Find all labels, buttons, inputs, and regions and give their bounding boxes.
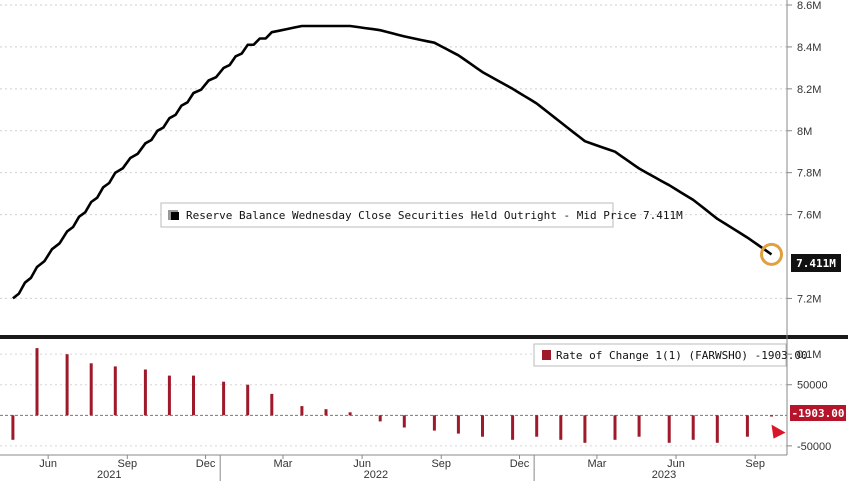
x-month-ticks: Jun Sep Dec Mar Jun Sep Dec Mar Jun Sep bbox=[39, 455, 765, 470]
lower-legend-box bbox=[533, 343, 787, 367]
rate-bar bbox=[65, 354, 69, 416]
upper-tick-label: 7.8M bbox=[797, 168, 821, 180]
x-month-label: Jun bbox=[353, 458, 371, 470]
x-axis: Jun Sep Dec Mar Jun Sep Dec Mar Jun Sep 2021 2022 2… bbox=[0, 454, 787, 481]
rate-bar bbox=[770, 415, 773, 417]
rate-bar bbox=[246, 384, 250, 416]
upper-tick-label: 8.4M bbox=[797, 42, 821, 54]
upper-tick-label: 8.6M bbox=[797, 0, 821, 12]
rate-bar bbox=[535, 415, 539, 437]
upper-panel: 8.6M 8.4M 8.2M 8M 7.8M 7.6M 7.2M 7.411M Reserv… bbox=[0, 0, 841, 305]
lower-tick-label: 50000 bbox=[797, 380, 828, 392]
x-year-label: 2022 bbox=[364, 469, 388, 481]
rate-bar bbox=[378, 415, 382, 422]
rate-of-change-bars bbox=[11, 348, 773, 443]
lower-y-axis: 0.1M 50000 -50000 bbox=[787, 349, 831, 453]
rate-bar bbox=[511, 415, 515, 440]
rate-bar bbox=[456, 415, 460, 434]
upper-last-value-badge: 7.411M bbox=[791, 254, 841, 272]
upper-tick-label: 7.2M bbox=[797, 293, 821, 305]
rate-bar bbox=[637, 415, 641, 437]
x-month-label: Dec bbox=[510, 458, 530, 470]
lower-legend-swatch bbox=[542, 350, 551, 360]
upper-y-axis: 8.6M 8.4M 8.2M 8M 7.8M 7.6M 7.2M bbox=[787, 0, 821, 305]
upper-legend-swatch bbox=[171, 212, 179, 220]
rate-bar bbox=[348, 412, 352, 416]
rate-bar bbox=[745, 415, 749, 437]
rate-bar bbox=[613, 415, 617, 440]
upper-badge-text: 7.411M bbox=[796, 257, 836, 270]
securities-held-line bbox=[12, 24, 773, 300]
upper-legend: Reserve Balance Wednesday Close Securiti… bbox=[160, 202, 683, 228]
upper-legend-box bbox=[160, 202, 614, 228]
rate-bar bbox=[89, 363, 93, 416]
lower-badge-text: -1903.00 bbox=[792, 407, 845, 420]
x-month-label: Jun bbox=[39, 458, 57, 470]
lower-tick-label: -50000 bbox=[797, 441, 831, 453]
x-month-label: Sep bbox=[118, 458, 138, 470]
upper-legend-label: Reserve Balance Wednesday Close Securiti… bbox=[186, 209, 683, 222]
upper-badge-bg bbox=[791, 254, 841, 272]
rate-bar bbox=[300, 406, 304, 416]
x-year-label: 2023 bbox=[652, 469, 676, 481]
rate-bar bbox=[222, 381, 226, 416]
lower-last-value-badge: -1903.00 bbox=[790, 405, 846, 421]
rate-bar bbox=[432, 415, 436, 431]
rate-bar bbox=[324, 409, 328, 416]
last-value-arrow bbox=[771, 424, 786, 439]
x-month-label: Dec bbox=[196, 458, 216, 470]
x-year-label: 2021 bbox=[97, 469, 121, 481]
rate-bar bbox=[715, 415, 719, 443]
upper-tick-label: 8.2M bbox=[797, 84, 821, 96]
lower-legend: Rate of Change 1(1) (FARWSHO) -1903.00 bbox=[533, 343, 808, 367]
lower-legend-label: Rate of Change 1(1) (FARWSHO) -1903.00 bbox=[556, 349, 808, 362]
upper-tick-label: 7.6M bbox=[797, 210, 821, 222]
rate-bar bbox=[402, 415, 406, 428]
rate-bar bbox=[481, 415, 484, 437]
x-month-label: Jun bbox=[667, 458, 685, 470]
rate-bar bbox=[583, 415, 587, 443]
rate-bar bbox=[143, 369, 147, 416]
lower-tick-label: 0.1M bbox=[797, 349, 821, 361]
last-value-marker bbox=[760, 242, 784, 266]
rate-bar bbox=[11, 415, 15, 440]
rate-bar bbox=[270, 393, 274, 416]
panel-divider bbox=[0, 335, 848, 339]
rate-bar bbox=[113, 366, 117, 416]
x-year-labels: 2021 2022 2023 bbox=[97, 455, 676, 481]
rate-bar bbox=[192, 375, 195, 416]
rate-bar bbox=[167, 375, 171, 416]
rate-bar bbox=[667, 415, 671, 443]
upper-gridlines bbox=[0, 4, 787, 299]
rate-bar bbox=[35, 348, 39, 416]
x-month-label: Mar bbox=[587, 458, 606, 470]
upper-tick-label: 8M bbox=[797, 126, 812, 138]
lower-badge-bg bbox=[790, 405, 846, 421]
x-month-label: Sep bbox=[431, 458, 451, 470]
rate-bar bbox=[559, 415, 563, 440]
x-month-label: Sep bbox=[745, 458, 765, 470]
lower-panel: 0.1M 50000 -50000 -1903.00 Rate of Change … bbox=[0, 343, 846, 453]
rate-bar bbox=[691, 415, 695, 440]
x-month-label: Mar bbox=[273, 458, 292, 470]
